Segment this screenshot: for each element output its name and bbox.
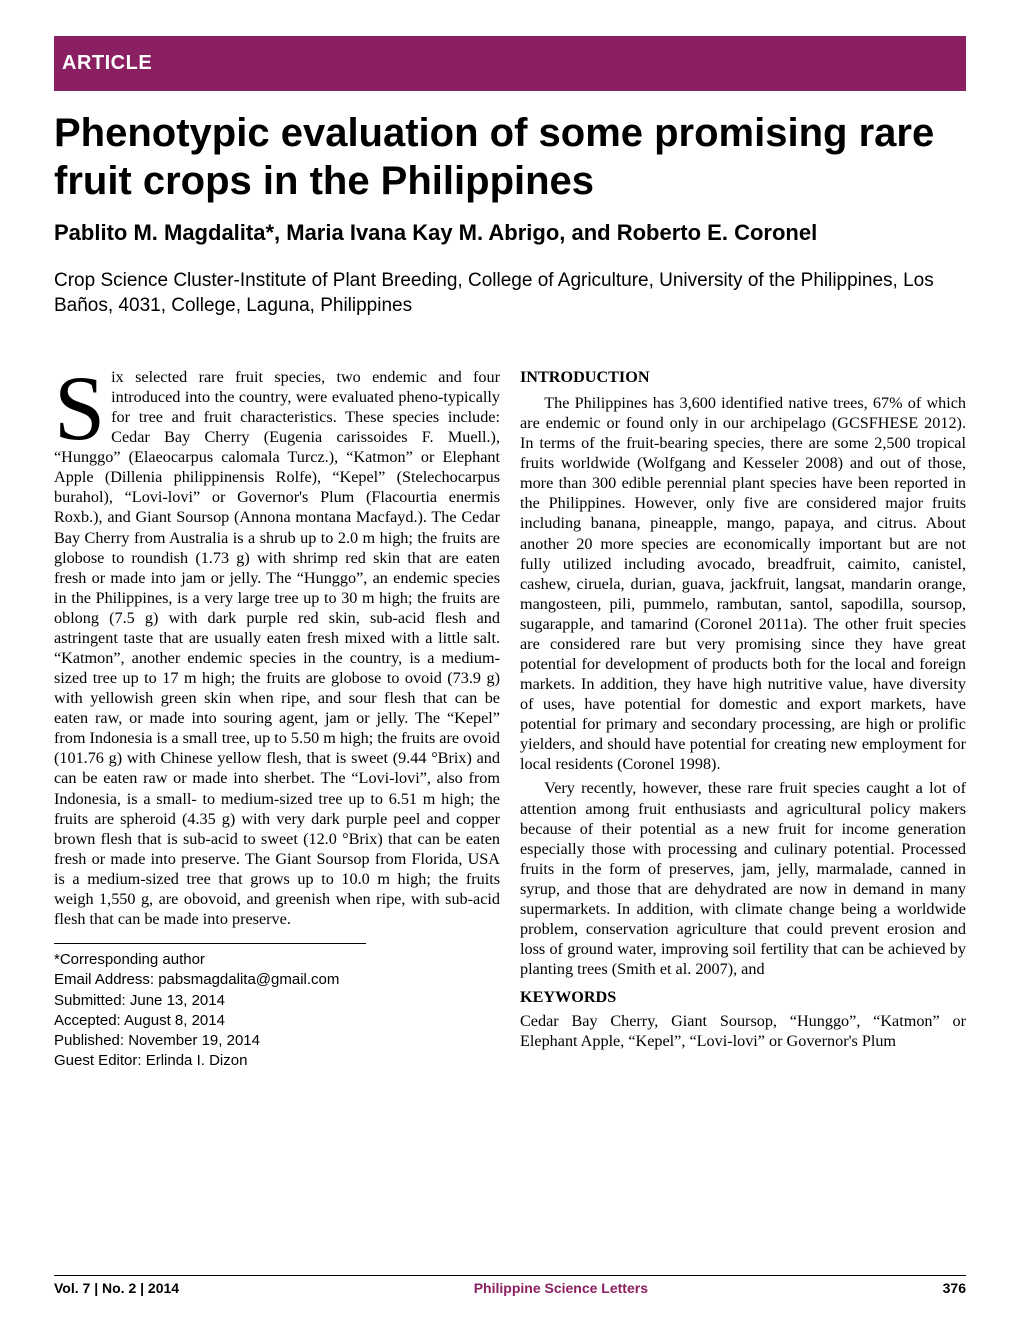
abstract-block: S ix selected rare fruit species, two en… — [54, 367, 500, 1072]
footer-issue: Vol. 7 | No. 2 | 2014 — [54, 1280, 179, 1296]
affiliation: Crop Science Cluster-Institute of Plant … — [54, 268, 966, 319]
body-columns: S ix selected rare fruit species, two en… — [54, 367, 966, 1072]
email-line: Email Address: pabsmagdalita@gmail.com — [54, 970, 366, 990]
abstract-text: ix selected rare fruit species, two ende… — [54, 368, 500, 928]
footer-page-number: 376 — [943, 1280, 966, 1296]
page: ARTICLE Phenotypic evaluation of some pr… — [0, 0, 1020, 1102]
introduction-paragraph-2: Very recently, however, these rare fruit… — [520, 778, 966, 979]
keywords-body: Cedar Bay Cherry, Giant Soursop, “Hunggo… — [520, 1011, 966, 1051]
correspondence-meta: *Corresponding author Email Address: pab… — [54, 943, 366, 1072]
authors-line: Pablito M. Magdalita*, Maria Ivana Kay M… — [54, 219, 966, 248]
keywords-heading: KEYWORDS — [520, 987, 966, 1007]
footer-journal: Philippine Science Letters — [474, 1280, 648, 1296]
banner-label: ARTICLE — [62, 52, 152, 74]
published-date: Published: November 19, 2014 — [54, 1031, 366, 1051]
accepted-date: Accepted: August 8, 2014 — [54, 1011, 366, 1031]
dropcap: S — [54, 367, 111, 445]
page-footer: Vol. 7 | No. 2 | 2014 Philippine Science… — [54, 1275, 966, 1296]
introduction-paragraph-1: The Philippines has 3,600 identified nat… — [520, 393, 966, 774]
email-value: pabsmagdalita@gmail.com — [158, 971, 339, 988]
submitted-date: Submitted: June 13, 2014 — [54, 991, 366, 1011]
corresponding-author: *Corresponding author — [54, 950, 366, 970]
introduction-heading: INTRODUCTION — [520, 367, 966, 387]
article-banner: ARTICLE — [54, 36, 966, 91]
article-title: Phenotypic evaluation of some promising … — [54, 109, 966, 205]
guest-editor: Guest Editor: Erlinda I. Dizon — [54, 1051, 366, 1071]
email-label: Email Address: — [54, 971, 158, 988]
